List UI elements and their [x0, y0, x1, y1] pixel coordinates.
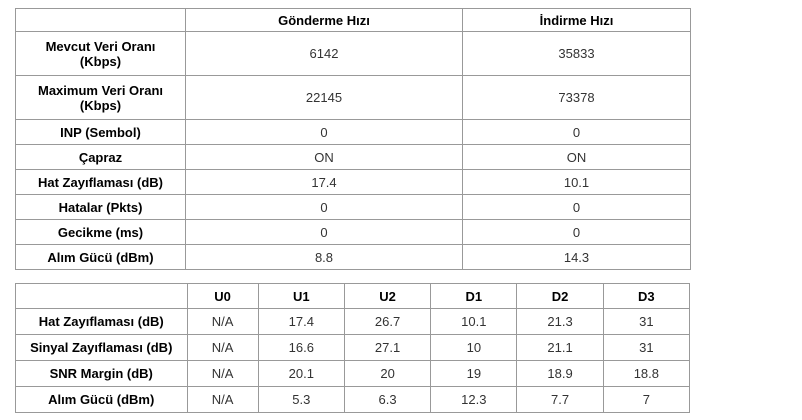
- cell-value: 7.7: [516, 386, 604, 413]
- cell-value: 0: [462, 119, 691, 145]
- column-header-u2: U2: [343, 283, 432, 309]
- cell-value: 18.9: [516, 360, 604, 387]
- column-header-download: İndirme Hızı: [462, 8, 691, 32]
- cell-value: 35833: [462, 31, 691, 76]
- table-header-row: Gönderme Hızı İndirme Hızı: [15, 8, 691, 32]
- column-header-d1: D1: [430, 283, 518, 309]
- cell-value: 6.3: [343, 386, 432, 413]
- row-label: Hat Zayıflaması (dB): [15, 308, 188, 335]
- cell-value: 0: [462, 194, 691, 220]
- cell-value: 0: [185, 119, 463, 145]
- column-header-u1: U1: [257, 283, 345, 309]
- cell-value: 21.1: [516, 334, 604, 361]
- cell-value: 0: [185, 194, 463, 220]
- cell-value: 12.3: [430, 386, 518, 413]
- table-row: Alım Gücü (dBm) 8.8 14.3: [15, 244, 691, 270]
- column-header-d3: D3: [602, 283, 691, 309]
- table-row: Gecikme (ms) 0 0: [15, 219, 691, 245]
- table-row: Alım Gücü (dBm) N/A 5.3 6.3 12.3 7.7 7: [15, 386, 691, 413]
- row-label: Hat Zayıflaması (dB): [15, 169, 186, 195]
- table-row: Mevcut Veri Oranı (Kbps) 6142 35833: [15, 31, 691, 76]
- row-label: Mevcut Veri Oranı (Kbps): [15, 31, 186, 76]
- cell-value: ON: [185, 144, 463, 170]
- cell-value: 17.4: [185, 169, 463, 195]
- connection-speed-table: Gönderme Hızı İndirme Hızı Mevcut Veri O…: [15, 8, 691, 270]
- cell-value: 8.8: [185, 244, 463, 270]
- row-label: Alım Gücü (dBm): [15, 244, 186, 270]
- table-header-row: U0 U1 U2 D1 D2 D3: [15, 283, 691, 309]
- cell-value: 0: [462, 219, 691, 245]
- corner-cell: [15, 8, 186, 32]
- cell-value: N/A: [186, 360, 259, 387]
- row-label: INP (Sembol): [15, 119, 186, 145]
- corner-cell: [15, 283, 188, 309]
- band-statistics-table: U0 U1 U2 D1 D2 D3 Hat Zayıflaması (dB) N…: [15, 283, 691, 413]
- cell-value: 22145: [185, 75, 463, 120]
- cell-value: 31: [602, 308, 691, 335]
- cell-value: 18.8: [602, 360, 691, 387]
- cell-value: 10.1: [430, 308, 518, 335]
- column-header-d2: D2: [516, 283, 604, 309]
- table-row: Sinyal Zayıflaması (dB) N/A 16.6 27.1 10…: [15, 334, 691, 361]
- cell-value: 10.1: [462, 169, 691, 195]
- cell-value: 20: [343, 360, 432, 387]
- cell-value: 19: [430, 360, 518, 387]
- row-label: SNR Margin (dB): [15, 360, 188, 387]
- column-header-u0: U0: [186, 283, 259, 309]
- cell-value: ON: [462, 144, 691, 170]
- row-label: Çapraz: [15, 144, 186, 170]
- cell-value: 5.3: [257, 386, 345, 413]
- cell-value: 7: [602, 386, 691, 413]
- cell-value: 26.7: [343, 308, 432, 335]
- cell-value: 27.1: [343, 334, 432, 361]
- cell-value: 6142: [185, 31, 463, 76]
- table-row: Çapraz ON ON: [15, 144, 691, 170]
- cell-value: 16.6: [257, 334, 345, 361]
- table-row: Maximum Veri Oranı (Kbps) 22145 73378: [15, 75, 691, 120]
- column-header-upload: Gönderme Hızı: [185, 8, 463, 32]
- row-label: Sinyal Zayıflaması (dB): [15, 334, 188, 361]
- table-row: Hat Zayıflaması (dB) N/A 17.4 26.7 10.1 …: [15, 308, 691, 335]
- cell-value: 17.4: [257, 308, 345, 335]
- cell-value: 73378: [462, 75, 691, 120]
- cell-value: 31: [602, 334, 691, 361]
- cell-value: N/A: [186, 334, 259, 361]
- row-label: Hatalar (Pkts): [15, 194, 186, 220]
- table-row: SNR Margin (dB) N/A 20.1 20 19 18.9 18.8: [15, 360, 691, 387]
- cell-value: 10: [430, 334, 518, 361]
- cell-value: 14.3: [462, 244, 691, 270]
- cell-value: 21.3: [516, 308, 604, 335]
- cell-value: 0: [185, 219, 463, 245]
- cell-value: 20.1: [257, 360, 345, 387]
- table-row: Hatalar (Pkts) 0 0: [15, 194, 691, 220]
- row-label: Gecikme (ms): [15, 219, 186, 245]
- cell-value: N/A: [186, 386, 259, 413]
- cell-value: N/A: [186, 308, 259, 335]
- table-row: INP (Sembol) 0 0: [15, 119, 691, 145]
- row-label: Maximum Veri Oranı (Kbps): [15, 75, 186, 120]
- row-label: Alım Gücü (dBm): [15, 386, 188, 413]
- table-row: Hat Zayıflaması (dB) 17.4 10.1: [15, 169, 691, 195]
